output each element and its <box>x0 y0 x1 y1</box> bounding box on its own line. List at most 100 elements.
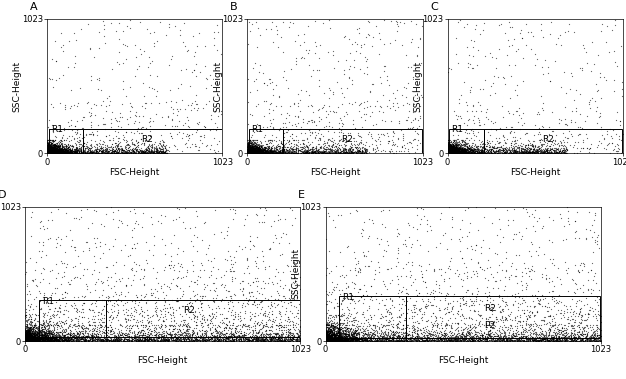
Point <box>98 121 108 127</box>
Point <box>247 337 257 343</box>
Point <box>273 148 283 154</box>
Point <box>76 150 86 157</box>
Point <box>575 309 585 315</box>
Point <box>473 150 483 156</box>
Point <box>46 150 56 156</box>
Point <box>342 337 352 343</box>
Point <box>444 146 454 152</box>
Point <box>255 321 265 327</box>
Point <box>539 333 549 339</box>
Point <box>45 147 55 153</box>
Point <box>49 150 59 156</box>
Point <box>339 338 349 344</box>
Point <box>462 144 472 150</box>
Point <box>566 330 576 336</box>
Point <box>392 20 402 27</box>
Point <box>43 149 53 155</box>
Point <box>575 335 585 341</box>
Point <box>472 148 482 154</box>
Point <box>446 150 456 156</box>
Point <box>190 337 200 343</box>
Point <box>446 337 456 343</box>
Point <box>252 146 262 152</box>
Point <box>590 212 600 218</box>
Point <box>171 307 181 313</box>
Point <box>361 326 371 332</box>
Point <box>251 147 261 153</box>
Point <box>461 150 471 156</box>
Point <box>444 150 454 156</box>
Point <box>163 338 173 344</box>
Point <box>60 149 70 155</box>
Point <box>168 110 178 116</box>
Point <box>248 147 258 153</box>
Point <box>54 147 64 153</box>
Point <box>408 315 418 321</box>
Point <box>124 335 134 341</box>
Point <box>80 337 90 343</box>
Point <box>583 146 593 152</box>
Point <box>444 143 454 149</box>
Point <box>246 149 256 155</box>
Point <box>457 336 467 342</box>
Point <box>144 84 154 90</box>
Point <box>498 150 508 156</box>
Point <box>96 310 106 316</box>
Point <box>366 332 376 338</box>
Point <box>277 141 287 147</box>
Point <box>48 147 58 153</box>
Point <box>24 335 34 341</box>
Point <box>54 149 64 155</box>
Point <box>342 335 352 341</box>
Point <box>155 138 165 144</box>
Point <box>398 136 408 143</box>
Point <box>258 150 268 156</box>
Point <box>459 146 470 152</box>
Point <box>98 338 108 344</box>
Point <box>310 50 320 56</box>
Point <box>272 146 282 152</box>
Point <box>254 143 264 149</box>
Point <box>272 288 282 294</box>
Bar <box>483 129 622 153</box>
Point <box>393 338 403 344</box>
Point <box>273 337 283 343</box>
Point <box>243 144 253 150</box>
Point <box>476 147 486 153</box>
Point <box>46 148 56 154</box>
Point <box>405 335 415 341</box>
Point <box>258 148 268 154</box>
Point <box>347 338 357 344</box>
Point <box>530 143 540 149</box>
Point <box>544 330 554 337</box>
Point <box>445 149 455 155</box>
Point <box>95 148 105 154</box>
Point <box>81 334 91 340</box>
Point <box>500 316 510 322</box>
Point <box>372 337 382 343</box>
Point <box>43 147 53 153</box>
Point <box>326 326 336 332</box>
Point <box>48 149 58 155</box>
Point <box>243 150 253 157</box>
Point <box>202 337 212 343</box>
Point <box>327 331 337 337</box>
Point <box>488 335 498 341</box>
Point <box>486 146 496 152</box>
Point <box>244 149 254 155</box>
Point <box>250 149 260 155</box>
Point <box>42 147 52 153</box>
Point <box>43 150 53 157</box>
Point <box>54 142 64 148</box>
Point <box>488 322 498 328</box>
Point <box>242 148 252 154</box>
Point <box>375 335 385 341</box>
Point <box>510 150 520 156</box>
Point <box>258 337 268 343</box>
Point <box>43 146 53 152</box>
Point <box>63 333 73 339</box>
Point <box>264 335 274 341</box>
Point <box>373 259 383 265</box>
Point <box>48 148 58 154</box>
Point <box>245 149 255 155</box>
